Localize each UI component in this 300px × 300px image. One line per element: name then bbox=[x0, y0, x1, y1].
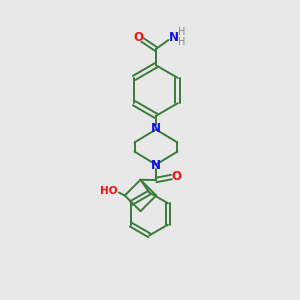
Text: H: H bbox=[178, 37, 185, 46]
Text: N: N bbox=[169, 32, 178, 44]
Text: HO: HO bbox=[100, 186, 117, 196]
Text: H: H bbox=[178, 27, 185, 37]
Text: O: O bbox=[134, 31, 144, 44]
Text: N: N bbox=[151, 122, 161, 135]
Text: O: O bbox=[172, 170, 182, 183]
Text: N: N bbox=[151, 159, 161, 172]
